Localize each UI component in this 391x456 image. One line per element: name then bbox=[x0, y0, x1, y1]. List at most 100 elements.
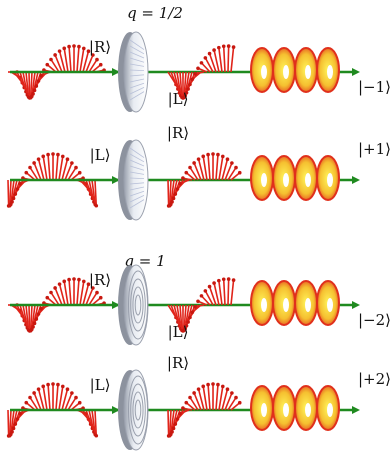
arrow-head bbox=[37, 157, 41, 161]
beam-arrowhead bbox=[352, 301, 360, 309]
helix-core bbox=[305, 298, 311, 312]
arrow-head bbox=[45, 63, 49, 67]
arrow-head bbox=[192, 161, 196, 165]
arrow-head bbox=[190, 77, 194, 81]
arrow-head bbox=[200, 294, 204, 298]
arrow-head bbox=[204, 289, 208, 293]
arrow-head bbox=[66, 387, 70, 391]
arrow-head bbox=[12, 197, 16, 201]
helix-core bbox=[283, 173, 289, 187]
figure: q = 1/2|R⟩|L⟩|−1⟩|L⟩|R⟩|+1⟩q = 1|R⟩|L⟩|−… bbox=[0, 0, 391, 451]
arrow-head bbox=[62, 280, 66, 284]
arrow-head bbox=[53, 53, 57, 57]
arrow-head bbox=[37, 387, 41, 391]
field-arrow bbox=[48, 385, 50, 410]
arrow-head bbox=[82, 280, 86, 284]
arrow-head bbox=[10, 430, 14, 434]
arrow-head bbox=[41, 385, 45, 389]
arrow-head bbox=[201, 385, 205, 389]
field-arrow bbox=[29, 72, 30, 98]
arrow-head bbox=[178, 412, 182, 416]
arrow-head bbox=[208, 285, 212, 289]
field-arrow bbox=[224, 46, 225, 72]
arrow-head bbox=[226, 157, 230, 161]
arrow-head bbox=[176, 417, 180, 421]
arrow-head bbox=[238, 171, 242, 175]
arrow-head bbox=[78, 401, 82, 405]
arrow-head bbox=[46, 383, 50, 387]
field-arrow bbox=[48, 155, 50, 180]
arrow-head bbox=[188, 166, 192, 170]
arrow-head bbox=[192, 391, 196, 395]
field-arrow bbox=[231, 47, 234, 72]
field-arrow bbox=[168, 180, 169, 206]
field-arrow bbox=[56, 155, 58, 180]
arrow-head bbox=[74, 166, 78, 170]
arrow-head bbox=[28, 396, 32, 400]
helix-core bbox=[305, 403, 311, 417]
arrow-head bbox=[24, 171, 28, 175]
beam-arrowhead bbox=[352, 176, 360, 184]
arrow-head bbox=[230, 161, 234, 165]
arrow-head bbox=[77, 278, 81, 282]
arrow-head bbox=[31, 92, 35, 96]
arrow-head bbox=[211, 152, 215, 156]
arrow-head bbox=[72, 277, 76, 281]
arrow-head bbox=[28, 166, 32, 170]
field-arrow bbox=[216, 385, 218, 410]
arrow-head bbox=[66, 157, 70, 161]
input-state: |R⟩ bbox=[89, 38, 111, 56]
beam-arrowhead bbox=[352, 406, 360, 414]
arrow-head bbox=[188, 396, 192, 400]
helix-core bbox=[261, 65, 267, 79]
arrow-head bbox=[212, 48, 216, 52]
arrow-head bbox=[39, 307, 43, 311]
helix-core bbox=[327, 173, 333, 187]
arrow-head bbox=[217, 46, 221, 50]
field-arrow bbox=[231, 280, 234, 305]
input-state: |R⟩ bbox=[89, 271, 111, 289]
field-arrow bbox=[69, 47, 71, 72]
oam-state: |+2⟩ bbox=[358, 370, 391, 388]
arrow-head bbox=[61, 385, 65, 389]
arrow-head bbox=[238, 401, 242, 405]
arrow-head bbox=[67, 278, 71, 282]
helix-core bbox=[305, 65, 311, 79]
arrow-head bbox=[193, 305, 197, 309]
arrow-head bbox=[232, 45, 236, 49]
arrow-head bbox=[49, 291, 53, 295]
arrow-head bbox=[99, 63, 103, 67]
helix-core bbox=[305, 173, 311, 187]
arrow-head bbox=[174, 422, 178, 426]
arrow-head bbox=[35, 317, 39, 321]
arrow-head bbox=[56, 153, 60, 157]
arrow-head bbox=[95, 291, 99, 295]
helix-core bbox=[261, 298, 267, 312]
arrow-head bbox=[10, 200, 14, 204]
arrow-head bbox=[170, 430, 174, 434]
arrow-head bbox=[45, 296, 49, 300]
arrow-head bbox=[234, 166, 238, 170]
output-state: |L⟩ bbox=[168, 90, 189, 108]
arrow-head bbox=[172, 427, 176, 431]
arrow-head bbox=[33, 89, 37, 93]
arrow-head bbox=[193, 72, 197, 76]
arrow-head bbox=[18, 182, 22, 186]
arrow-head bbox=[51, 382, 55, 386]
arrow-head bbox=[37, 79, 41, 83]
arrow-head bbox=[226, 387, 230, 391]
arrow-head bbox=[222, 44, 226, 48]
field-arrow bbox=[208, 155, 210, 180]
arrow-head bbox=[204, 56, 208, 60]
arrow-head bbox=[32, 161, 36, 165]
arrow-head bbox=[49, 58, 53, 62]
arrow-head bbox=[172, 197, 176, 201]
helix-core bbox=[327, 65, 333, 79]
input-state: |L⟩ bbox=[90, 146, 111, 164]
arrow-head bbox=[35, 84, 39, 88]
arrow-head bbox=[56, 383, 60, 387]
oam-state: |+1⟩ bbox=[358, 140, 391, 158]
arrow-head bbox=[16, 187, 20, 191]
arrow-head bbox=[58, 49, 62, 53]
arrow-head bbox=[41, 155, 45, 159]
